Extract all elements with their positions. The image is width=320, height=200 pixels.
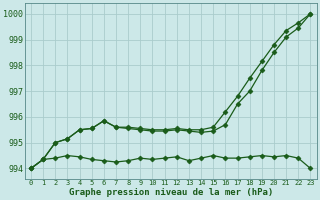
X-axis label: Graphe pression niveau de la mer (hPa): Graphe pression niveau de la mer (hPa) (68, 188, 273, 197)
